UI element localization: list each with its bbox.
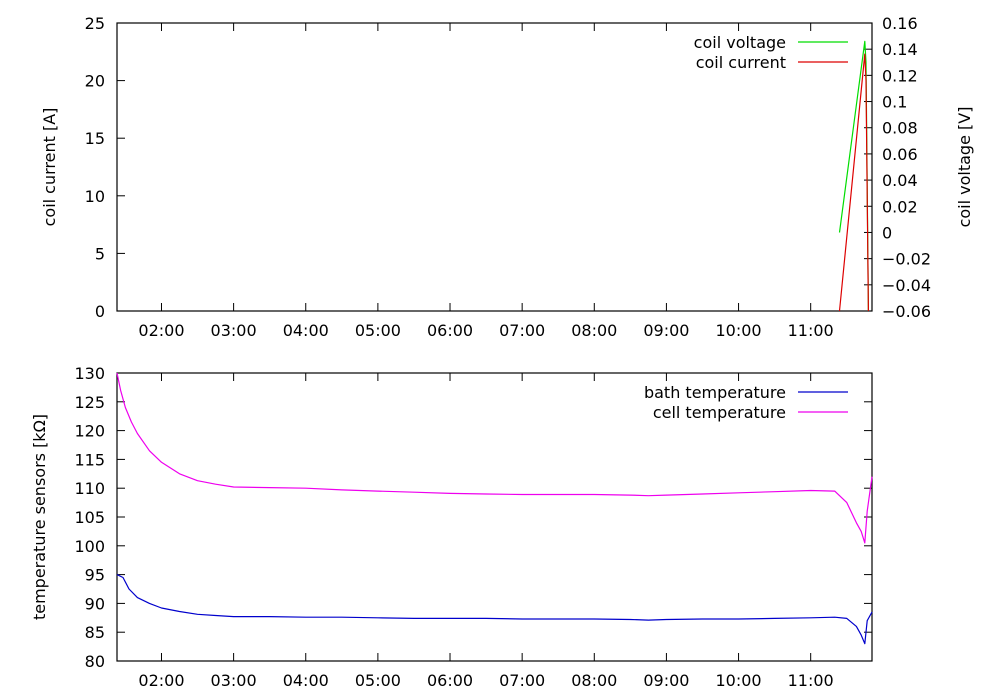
coil-chart: 02:00 03:00 04:00 05:00 06:00 07:00 08:00 09:00… — [40, 14, 974, 340]
temperature-chart-xtick-label: 10:00 — [715, 671, 761, 690]
temperature-chart-xtick-label: 02:00 — [138, 671, 184, 690]
temperature-chart-ytick-label: 95 — [85, 566, 105, 585]
coil-chart-xtick-label: 06:00 — [427, 321, 473, 340]
temperature-axis-title: temperature sensors [kΩ] — [30, 414, 49, 620]
temperature-chart-ytick-label: 120 — [74, 422, 105, 441]
temperature-chart-ytick-label: 85 — [85, 623, 105, 642]
coil-chart-y2tick-label: 0.16 — [882, 14, 918, 33]
coil-chart-xtick-label: 08:00 — [571, 321, 617, 340]
legend-label-bath-temperature: bath temperature — [644, 383, 786, 402]
coil-voltage-axis-title: coil voltage [V] — [955, 107, 974, 228]
temperature-chart-xtick-label: 03:00 — [211, 671, 257, 690]
temperature-chart-legend: bath temperature cell temperature — [644, 383, 848, 422]
coil-chart-y2tick-label: 0.02 — [882, 197, 918, 216]
series-line-coil-current — [838, 53, 869, 312]
coil-chart-xtick-label: 05:00 — [355, 321, 401, 340]
legend-label-coil-voltage: coil voltage — [694, 33, 786, 52]
coil-chart-y2tick-label: −0.04 — [882, 276, 931, 295]
legend-label-cell-temperature: cell temperature — [653, 403, 786, 422]
coil-chart-y2tick-label: 0.06 — [882, 145, 918, 164]
coil-chart-y2tick-label: 0.04 — [882, 171, 918, 190]
series-line-cell-temperature — [116, 372, 873, 544]
coil-chart-xtick-label: 10:00 — [715, 321, 761, 340]
temperature-chart-xtick-label: 06:00 — [427, 671, 473, 690]
temperature-chart-xtick-label: 07:00 — [499, 671, 545, 690]
coil-chart-frame — [116, 22, 873, 312]
temperature-chart-xtick-label: 04:00 — [283, 671, 329, 690]
coil-chart-y2tick-label: −0.02 — [882, 250, 931, 269]
temperature-chart-ytick-label: 115 — [74, 450, 105, 469]
legend-label-coil-current: coil current — [696, 53, 786, 72]
coil-chart-y2tick-label: 0.08 — [882, 119, 918, 138]
temperature-chart-ytick-label: 100 — [74, 537, 105, 556]
coil-chart-xtick-label: 11:00 — [788, 321, 834, 340]
temperature-chart-ytick-label: 110 — [74, 479, 105, 498]
coil-chart-ytick-label: 10 — [85, 187, 105, 206]
coil-chart-y2tick-label: 0.14 — [882, 40, 918, 59]
coil-chart-xtick-label: 07:00 — [499, 321, 545, 340]
coil-chart-ytick-label: 20 — [85, 72, 105, 91]
coil-chart-ytick-label: 25 — [85, 14, 105, 33]
coil-chart-legend: coil voltage coil current — [694, 33, 848, 72]
temperature-chart-ytick-label: 105 — [74, 508, 105, 527]
coil-chart-xtick-label: 04:00 — [283, 321, 329, 340]
coil-chart-ticks: 02:00 03:00 04:00 05:00 06:00 07:00 08:00 09:00… — [85, 14, 931, 340]
coil-chart-series — [838, 40, 869, 312]
temperature-chart-ytick-label: 90 — [85, 594, 105, 613]
temperature-chart-series — [116, 372, 873, 645]
temperature-chart-xtick-label: 11:00 — [788, 671, 834, 690]
coil-chart-ytick-label: 0 — [95, 302, 105, 321]
temperature-chart-ytick-label: 125 — [74, 393, 105, 412]
coil-chart-xtick-label: 03:00 — [211, 321, 257, 340]
temperature-chart-ytick-label: 130 — [74, 364, 105, 383]
coil-current-axis-title: coil current [A] — [40, 108, 59, 227]
temperature-chart-xtick-label: 05:00 — [355, 671, 401, 690]
coil-chart-xtick-label: 02:00 — [138, 321, 184, 340]
coil-chart-y2tick-label: 0.12 — [882, 66, 918, 85]
coil-chart-y2tick-label: −0.06 — [882, 302, 931, 321]
coil-chart-xtick-label: 09:00 — [643, 321, 689, 340]
coil-chart-y2tick-label: 0 — [882, 223, 892, 242]
coil-chart-ytick-label: 15 — [85, 129, 105, 148]
temperature-chart: 02:00 03:00 04:00 05:00 06:00 07:00 08:00 09:00… — [30, 364, 873, 690]
coil-chart-y2tick-label: 0.1 — [882, 93, 907, 112]
temperature-chart-ticks: 02:00 03:00 04:00 05:00 06:00 07:00 08:00 09:00… — [74, 364, 872, 690]
temperature-chart-ytick-label: 80 — [85, 652, 105, 671]
temperature-chart-xtick-label: 09:00 — [643, 671, 689, 690]
coil-chart-ytick-label: 5 — [95, 244, 105, 263]
series-line-bath-temperature — [116, 574, 873, 645]
temperature-chart-xtick-label: 08:00 — [571, 671, 617, 690]
